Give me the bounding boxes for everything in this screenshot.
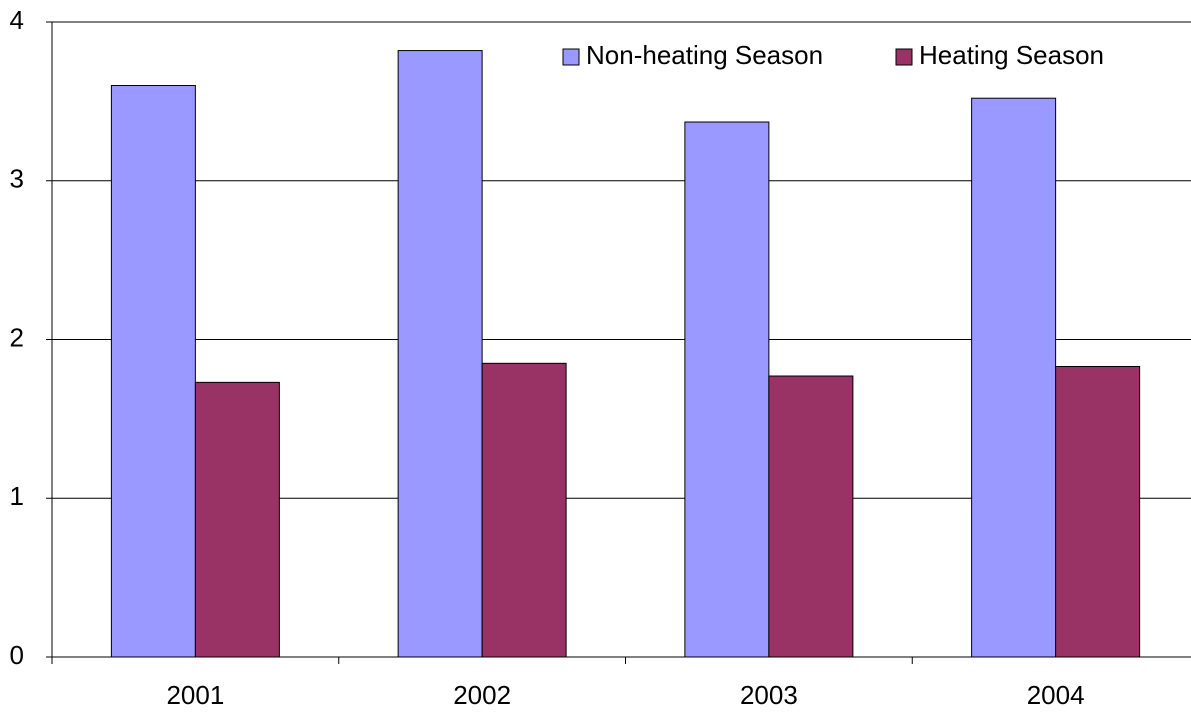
bar	[397, 50, 483, 658]
y-tick-label: 4	[10, 5, 24, 35]
legend-label: Non-heating Season	[586, 40, 823, 70]
bar	[194, 381, 280, 658]
legend-label: Heating Season	[919, 40, 1104, 70]
x-tick-label: 2003	[740, 680, 798, 710]
x-tick-label: 2001	[166, 680, 224, 710]
x-tick-label: 2004	[1027, 680, 1085, 710]
y-tick-label: 2	[10, 322, 24, 352]
legend-swatch	[562, 48, 580, 66]
bar	[481, 362, 567, 658]
bar	[971, 97, 1057, 658]
bar	[768, 375, 854, 658]
bar	[110, 85, 196, 658]
x-tick-label: 2002	[453, 680, 511, 710]
legend-swatch	[895, 48, 913, 66]
bar	[684, 121, 770, 658]
y-tick-label: 3	[10, 164, 24, 194]
y-tick-label: 1	[10, 481, 24, 511]
y-tick-label: 0	[10, 640, 24, 670]
bar	[1055, 365, 1141, 658]
